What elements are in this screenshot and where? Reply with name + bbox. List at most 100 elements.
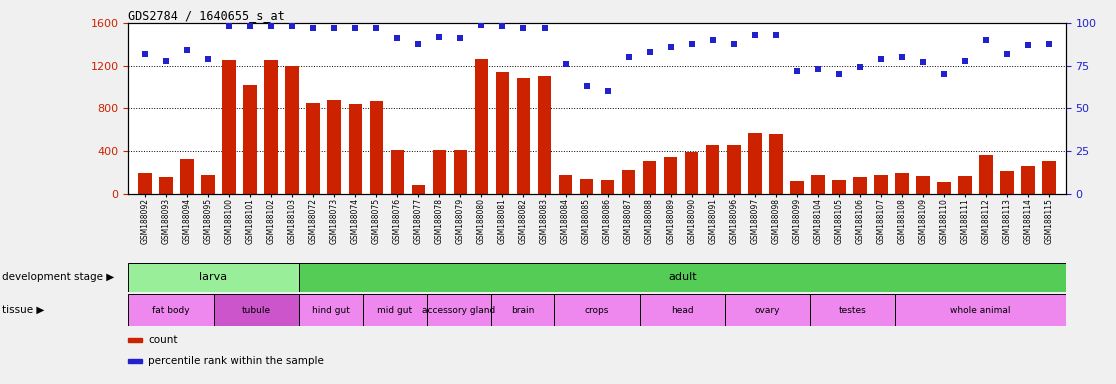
Point [683, 40, 701, 46]
Bar [222, 60, 237, 194]
Bar [181, 159, 194, 194]
Bar [348, 104, 363, 194]
Point [1040, 40, 1058, 46]
Text: whole animal: whole animal [951, 306, 1011, 314]
Text: brain: brain [511, 306, 535, 314]
Text: hind gut: hind gut [311, 306, 349, 314]
Point [179, 47, 196, 53]
Point [557, 61, 575, 67]
Bar [685, 152, 699, 194]
Bar [811, 175, 825, 194]
Text: larva: larva [200, 272, 228, 283]
Bar [727, 145, 741, 194]
Text: accessory gland: accessory gland [422, 306, 496, 314]
Bar [327, 101, 341, 194]
Bar [491, 294, 555, 326]
Bar [138, 172, 152, 194]
Point [914, 59, 932, 65]
Point [935, 71, 953, 78]
Bar [1000, 172, 1013, 194]
Point [872, 56, 889, 62]
Bar [128, 263, 299, 292]
Text: development stage ▶: development stage ▶ [2, 272, 115, 283]
Point [452, 35, 470, 41]
Bar [299, 263, 1066, 292]
Point [283, 23, 301, 30]
Point [514, 25, 532, 31]
Point [472, 22, 490, 28]
Point [745, 32, 763, 38]
Point [157, 58, 175, 64]
Bar [299, 294, 363, 326]
Point [431, 34, 449, 40]
Bar [979, 155, 993, 194]
Bar [433, 150, 446, 194]
Bar [286, 66, 299, 194]
Text: testes: testes [839, 306, 867, 314]
Point [1019, 42, 1037, 48]
Bar [1021, 166, 1035, 194]
Bar [363, 294, 426, 326]
Text: count: count [148, 335, 177, 345]
Bar [307, 103, 320, 194]
Bar [559, 175, 573, 194]
Bar [264, 60, 278, 194]
Bar [643, 161, 656, 194]
Bar [831, 179, 846, 194]
Bar [1042, 161, 1056, 194]
Text: crops: crops [585, 306, 609, 314]
Bar [790, 181, 804, 194]
Text: mid gut: mid gut [377, 306, 412, 314]
Point [493, 23, 511, 30]
Point [367, 25, 385, 31]
Bar [874, 175, 887, 194]
Bar [600, 179, 615, 194]
Bar [895, 173, 908, 194]
Point [388, 35, 406, 41]
Point [662, 44, 680, 50]
Bar [958, 176, 972, 194]
Bar [853, 177, 867, 194]
Text: tissue ▶: tissue ▶ [2, 305, 45, 315]
Bar [391, 150, 404, 194]
Bar [517, 78, 530, 194]
Bar [810, 294, 895, 326]
Bar [474, 59, 489, 194]
Bar [769, 134, 782, 194]
Point [136, 51, 154, 57]
Point [598, 88, 616, 94]
Point [767, 32, 785, 38]
Text: GDS2784 / 1640655_s_at: GDS2784 / 1640655_s_at [128, 9, 285, 22]
Point [850, 65, 868, 71]
Bar [895, 294, 1066, 326]
Bar [748, 133, 761, 194]
Bar [725, 294, 810, 326]
Bar [639, 294, 725, 326]
Text: adult: adult [668, 272, 696, 283]
Bar [937, 182, 951, 194]
Point [346, 25, 364, 31]
Text: ovary: ovary [754, 306, 780, 314]
Point [619, 54, 637, 60]
Point [220, 23, 238, 30]
Point [326, 25, 344, 31]
Text: fat body: fat body [152, 306, 190, 314]
Text: percentile rank within the sample: percentile rank within the sample [148, 356, 325, 366]
Bar [664, 157, 677, 194]
Point [578, 83, 596, 89]
Bar [916, 176, 930, 194]
Point [893, 54, 911, 60]
Bar [160, 177, 173, 194]
Text: head: head [671, 306, 694, 314]
Point [998, 51, 1016, 57]
Bar [705, 145, 720, 194]
Bar [453, 150, 468, 194]
Bar [243, 85, 257, 194]
Point [262, 23, 280, 30]
Bar [412, 185, 425, 194]
Bar [201, 175, 215, 194]
Bar [213, 294, 299, 326]
Point [788, 68, 806, 74]
Bar [622, 170, 635, 194]
Point [410, 40, 427, 46]
